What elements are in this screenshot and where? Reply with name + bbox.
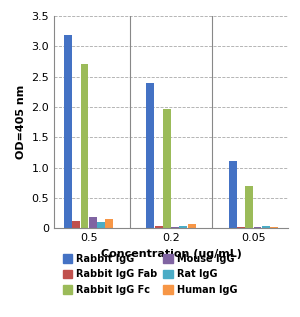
Bar <box>64 35 72 228</box>
Bar <box>179 226 187 228</box>
Bar <box>72 221 80 228</box>
Bar <box>146 83 154 228</box>
Bar <box>254 227 261 228</box>
Bar <box>163 109 171 228</box>
Bar <box>237 227 245 228</box>
Y-axis label: OD=405 nm: OD=405 nm <box>16 85 26 159</box>
Bar <box>105 219 113 228</box>
Bar <box>262 226 270 228</box>
Bar <box>81 64 88 228</box>
Bar <box>245 186 253 228</box>
Bar <box>171 227 179 228</box>
Bar <box>270 227 278 228</box>
Bar <box>97 222 105 228</box>
Bar <box>229 161 237 228</box>
Bar <box>89 217 97 228</box>
Bar <box>188 224 196 228</box>
Bar <box>155 226 163 228</box>
Legend: Rabbit IgG, Rabbit IgG Fab, Rabbit IgG Fc, Mouse IgG, Rat IgG, Human IgG: Rabbit IgG, Rabbit IgG Fab, Rabbit IgG F… <box>61 252 239 296</box>
X-axis label: Concentration (ug/mL): Concentration (ug/mL) <box>100 249 242 259</box>
